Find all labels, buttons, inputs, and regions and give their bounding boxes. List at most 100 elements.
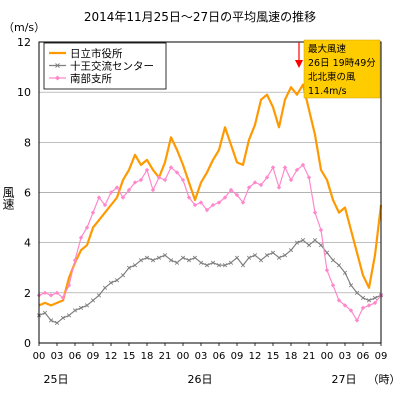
grid-lines: [39, 91, 381, 294]
annotation-line: 最大風速: [308, 43, 347, 55]
data-point: [216, 200, 222, 205]
data-point: [294, 240, 300, 245]
data-point: [96, 293, 102, 298]
data-point: [270, 165, 276, 170]
x-tick-label: 18: [285, 351, 298, 362]
y-tick-label: 2: [24, 287, 31, 300]
data-point: [342, 303, 348, 308]
x-tick-label: 09: [87, 351, 100, 362]
x-tick-label: 06: [69, 351, 82, 362]
y-axis-label: 風速: [1, 186, 15, 210]
data-point: [84, 225, 90, 230]
data-point: [114, 278, 120, 283]
legend-marker: [55, 63, 60, 68]
data-point: [180, 177, 186, 183]
data-point: [180, 255, 186, 260]
data-point: [150, 258, 156, 263]
data-point: [42, 310, 48, 316]
data-point: [132, 180, 138, 185]
data-point: [336, 298, 342, 303]
data-point: [126, 265, 132, 270]
x-tick-label: 00: [321, 351, 334, 362]
data-point: [120, 273, 126, 278]
data-point: [354, 290, 360, 295]
y-tick-label: 12: [17, 36, 31, 49]
data-point: [306, 175, 312, 180]
data-point: [228, 260, 234, 265]
data-point: [138, 177, 144, 183]
data-point: [222, 263, 228, 268]
data-point: [90, 298, 96, 303]
data-point: [144, 167, 150, 173]
data-point: [96, 195, 102, 200]
data-point: [306, 243, 312, 248]
data-point: [138, 258, 144, 263]
max-wind-arrowhead: [295, 60, 303, 68]
data-point: [336, 263, 342, 268]
data-point: [282, 165, 288, 170]
data-point: [108, 190, 114, 195]
data-point: [162, 177, 168, 183]
x-tick-label: 21: [159, 351, 172, 362]
data-point: [144, 255, 150, 260]
data-point: [72, 258, 78, 263]
data-point: [150, 187, 156, 193]
data-point: [354, 318, 360, 323]
series-1: [38, 83, 383, 307]
data-point: [324, 268, 330, 273]
data-point: [216, 263, 222, 268]
x-tick-label: 12: [249, 351, 262, 362]
data-point: [330, 283, 336, 288]
data-point: [246, 185, 252, 190]
data-point: [102, 285, 108, 290]
x-axis-unit: （時）: [368, 373, 400, 386]
date-label: 25日: [44, 373, 69, 386]
data-point: [264, 253, 270, 258]
data-point: [108, 280, 114, 285]
data-point: [372, 300, 378, 306]
data-point: [174, 260, 180, 265]
data-point: [348, 283, 354, 288]
data-point: [312, 210, 318, 215]
data-point: [240, 263, 246, 268]
date-label: 26日: [188, 373, 213, 386]
x-tick-label: 09: [231, 351, 244, 362]
data-point: [300, 238, 306, 243]
data-point: [366, 303, 372, 308]
data-point: [330, 258, 336, 263]
y-tick-label: 6: [24, 187, 31, 200]
data-point: [228, 187, 234, 193]
data-point: [312, 238, 318, 243]
annotation-box: [303, 39, 381, 99]
data-point: [210, 202, 216, 208]
x-tick-label: 09: [375, 351, 388, 362]
date-label: 27日: [332, 373, 357, 386]
data-point: [318, 243, 324, 248]
data-point: [66, 313, 72, 318]
data-point: [276, 255, 282, 260]
series-layer: [36, 83, 384, 326]
data-point: [258, 182, 264, 188]
annotation-line: 26日 19時49分: [308, 58, 376, 69]
data-point: [234, 192, 240, 198]
y-tick-label: 0: [24, 337, 31, 350]
data-point: [156, 255, 162, 260]
data-point: [360, 305, 366, 311]
data-point: [204, 263, 210, 268]
data-point: [168, 258, 174, 263]
y-tick-label: 4: [24, 237, 31, 250]
x-tick-label: 03: [195, 351, 208, 362]
data-point: [264, 175, 270, 180]
data-point: [120, 195, 126, 200]
legend-marker: [55, 75, 60, 81]
data-point: [162, 253, 168, 258]
x-tick-label: 00: [177, 351, 190, 362]
data-point: [78, 305, 84, 311]
chart-title: 2014年11月25日～27日の平均風速の推移: [84, 10, 316, 24]
plot-frame: [38, 41, 382, 344]
data-point: [366, 298, 372, 303]
x-tick-label: 03: [339, 351, 352, 362]
